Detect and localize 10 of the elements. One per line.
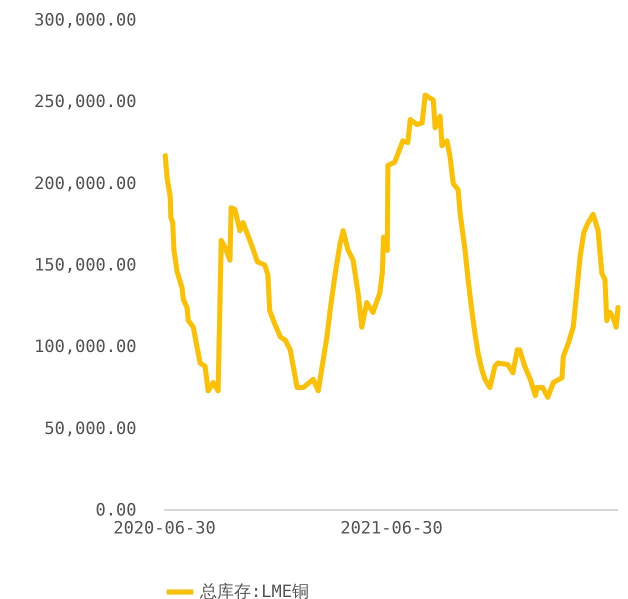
legend-label: 总库存:LME铜 bbox=[199, 582, 309, 599]
y-tick-label: 100,000.00 bbox=[34, 337, 136, 358]
x-tick-label: 2021-06-30 bbox=[340, 518, 443, 538]
y-tick-label: 150,000.00 bbox=[34, 256, 136, 276]
y-tick-label: 200,000.00 bbox=[34, 174, 136, 194]
y-tick-label: 50,000.00 bbox=[44, 418, 136, 439]
x-tick-label: 2020-06-30 bbox=[113, 518, 216, 538]
y-tick-label: 250,000.00 bbox=[34, 92, 136, 112]
y-tick-label: 300,000.00 bbox=[34, 10, 136, 30]
y-tick-label: 0.00 bbox=[96, 500, 136, 520]
